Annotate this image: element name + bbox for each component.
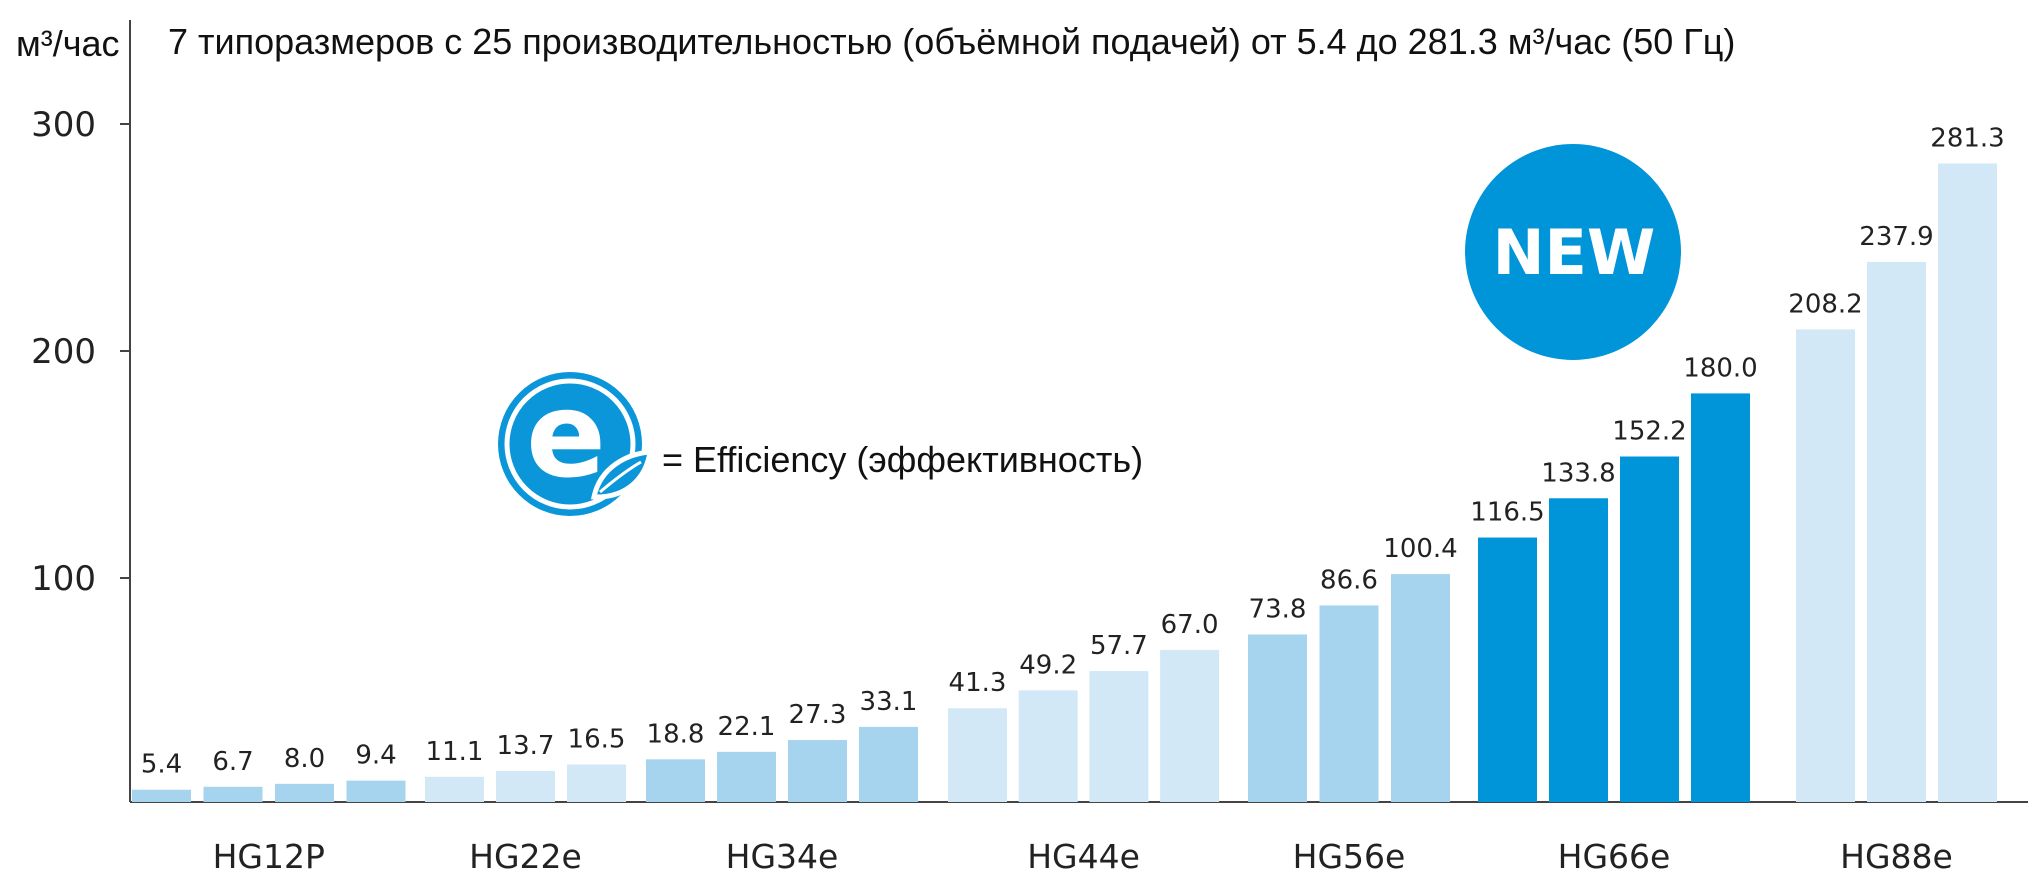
bar-hg12p-1 <box>132 789 191 802</box>
bar-hg88e-2 <box>1867 261 1926 802</box>
efficiency-e-leaf-icon: e <box>498 366 653 516</box>
y-ticks: 100 200 300 <box>31 105 130 599</box>
bar-hg22e-1 <box>425 776 484 802</box>
bar-hg56e-1 <box>1248 634 1307 802</box>
bar-value-label: 57.7 <box>1090 631 1148 661</box>
bar-hg34e-2 <box>717 751 776 802</box>
value-labels-layer: 5.4 6.7 8.0 9.4 11.1 13.7 16.5 18.8 22.1 27.3 33.1… <box>141 123 2005 779</box>
bar-value-label: 67.0 <box>1161 610 1219 640</box>
bar-value-label: 133.8 <box>1541 458 1615 488</box>
y-tick-label: 200 <box>31 332 96 372</box>
bar-value-label: 8.0 <box>284 744 325 774</box>
bar-value-label: 86.6 <box>1320 565 1378 595</box>
bar-value-label: 237.9 <box>1859 222 1933 252</box>
bar-hg88e-1 <box>1796 329 1855 802</box>
bar-value-label: 6.7 <box>212 747 253 777</box>
bar-hg22e-2 <box>496 770 555 802</box>
bar-hg66e-3 <box>1620 456 1679 802</box>
bar-hg44e-1 <box>948 708 1007 802</box>
bar-hg34e-1 <box>646 759 705 802</box>
bar-hg56e-2 <box>1319 605 1379 802</box>
bar-value-label: 208.2 <box>1788 289 1862 319</box>
category-label-hg22e: HG22e <box>469 837 582 876</box>
bar-value-label: 100.4 <box>1383 534 1457 564</box>
bar-value-label: 9.4 <box>355 741 396 771</box>
bar-hg66e-1 <box>1478 537 1537 802</box>
new-badge: NEW <box>1465 144 1681 360</box>
new-badge-text: NEW <box>1493 216 1656 289</box>
efficiency-legend-text: = Efficiency (эффективность) <box>662 439 1143 480</box>
category-label-hg34e: HG34e <box>726 837 839 876</box>
bar-hg34e-3 <box>788 740 847 802</box>
bar-value-label: 33.1 <box>860 687 918 717</box>
bar-hg66e-2 <box>1549 498 1608 802</box>
y-tick-label: 300 <box>31 105 96 145</box>
bar-value-label: 16.5 <box>568 725 626 755</box>
bar-hg44e-2 <box>1018 690 1078 802</box>
bars-layer <box>132 163 1997 803</box>
bar-hg44e-4 <box>1160 649 1220 802</box>
category-label-hg12p: HG12P <box>213 837 325 876</box>
bar-hg12p-4 <box>346 780 406 802</box>
bar-hg12p-3 <box>275 783 334 802</box>
category-label-hg44e: HG44e <box>1027 837 1140 876</box>
category-label-hg88e: HG88e <box>1840 837 1953 876</box>
bar-value-label: 180.0 <box>1683 353 1757 383</box>
bar-hg22e-3 <box>567 764 626 802</box>
bar-value-label: 13.7 <box>497 731 555 761</box>
bar-value-label: 281.3 <box>1930 123 2004 153</box>
bar-hg88e-3 <box>1938 163 1997 803</box>
bar-hg12p-2 <box>203 786 263 802</box>
efficiency-letter: e <box>526 366 606 504</box>
bar-value-label: 41.3 <box>949 668 1007 698</box>
efficiency-legend: e = Efficiency (эффективность) <box>498 366 1143 516</box>
bar-value-label: 152.2 <box>1612 417 1686 447</box>
bar-hg44e-3 <box>1089 671 1149 802</box>
bar-value-label: 11.1 <box>426 737 484 767</box>
bar-value-label: 18.8 <box>647 719 705 749</box>
bar-value-label: 116.5 <box>1470 498 1544 528</box>
bar-hg34e-4 <box>859 726 918 802</box>
bar-value-label: 5.4 <box>141 750 182 780</box>
bar-value-label: 22.1 <box>718 712 776 742</box>
category-labels-layer: HG12P HG22e HG34e HG44e HG56e HG66e HG88e <box>213 837 1953 876</box>
bar-value-label: 27.3 <box>789 700 847 730</box>
category-label-hg66e: HG66e <box>1558 837 1671 876</box>
y-unit-label: м³/час <box>16 23 120 64</box>
bar-hg56e-3 <box>1391 574 1450 802</box>
bar-hg66e-4 <box>1691 393 1750 802</box>
y-tick-label: 100 <box>31 559 96 599</box>
bar-value-label: 49.2 <box>1019 650 1077 680</box>
chart-title: 7 типоразмеров с 25 производительностью … <box>168 21 1735 62</box>
bar-value-label: 73.8 <box>1249 594 1307 624</box>
category-label-hg56e: HG56e <box>1293 837 1406 876</box>
